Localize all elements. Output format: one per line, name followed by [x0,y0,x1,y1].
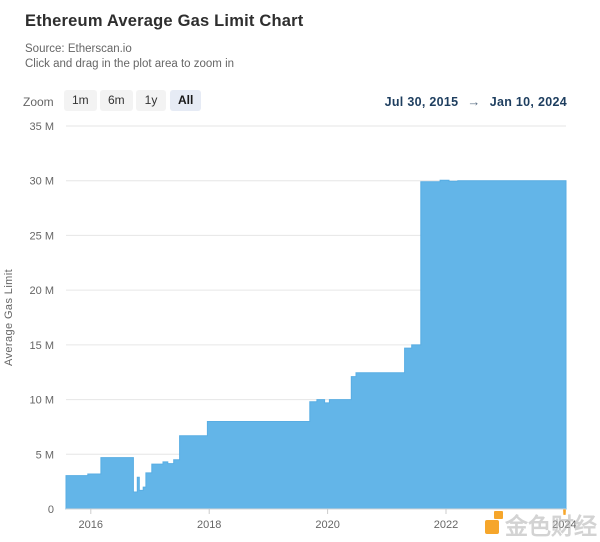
zoom-label: Zoom [23,95,54,109]
zoom-button-1m[interactable]: 1m [64,90,97,111]
page-title: Ethereum Average Gas Limit Chart [25,12,304,30]
source-line: Source: Etherscan.io [25,43,132,55]
svg-text:20 M: 20 M [30,285,54,297]
plot-area[interactable] [66,126,566,509]
area-series [65,179,567,510]
svg-text:Average Gas Limit: Average Gas Limit [3,269,15,366]
svg-text:2020: 2020 [315,519,339,531]
svg-text:0: 0 [48,504,54,516]
svg-text:15 M: 15 M [30,340,54,352]
svg-text:2018: 2018 [197,519,221,531]
zoom-button-6m[interactable]: 6m [100,90,133,111]
svg-text:2016: 2016 [79,519,103,531]
svg-text:35 M: 35 M [30,121,54,133]
svg-text:10 M: 10 M [30,395,54,407]
zoom-button-all[interactable]: All [170,90,202,111]
range-arrow-icon: → [467,94,481,109]
axes [66,508,566,514]
zoom-button-1y[interactable]: 1y [136,90,166,111]
svg-text:5 M: 5 M [36,449,54,461]
date-range: Jul 30, 2015 → Jan 10, 2024 [385,94,567,109]
svg-text:2022: 2022 [434,519,458,531]
range-to-date[interactable]: Jan 10, 2024 [489,94,567,109]
axis-labels: 0 5 M 10 M 15 M 20 M 25 M 30 M 35 M 2016 2018 2020… [3,121,577,531]
svg-text:2024: 2024 [552,519,576,531]
range-from-date[interactable]: Jul 30, 2015 [384,94,459,109]
svg-text:30 M: 30 M [30,176,54,188]
svg-text:25 M: 25 M [30,230,54,242]
zoom-hint-line: Click and drag in the plot area to zoom … [25,58,235,70]
